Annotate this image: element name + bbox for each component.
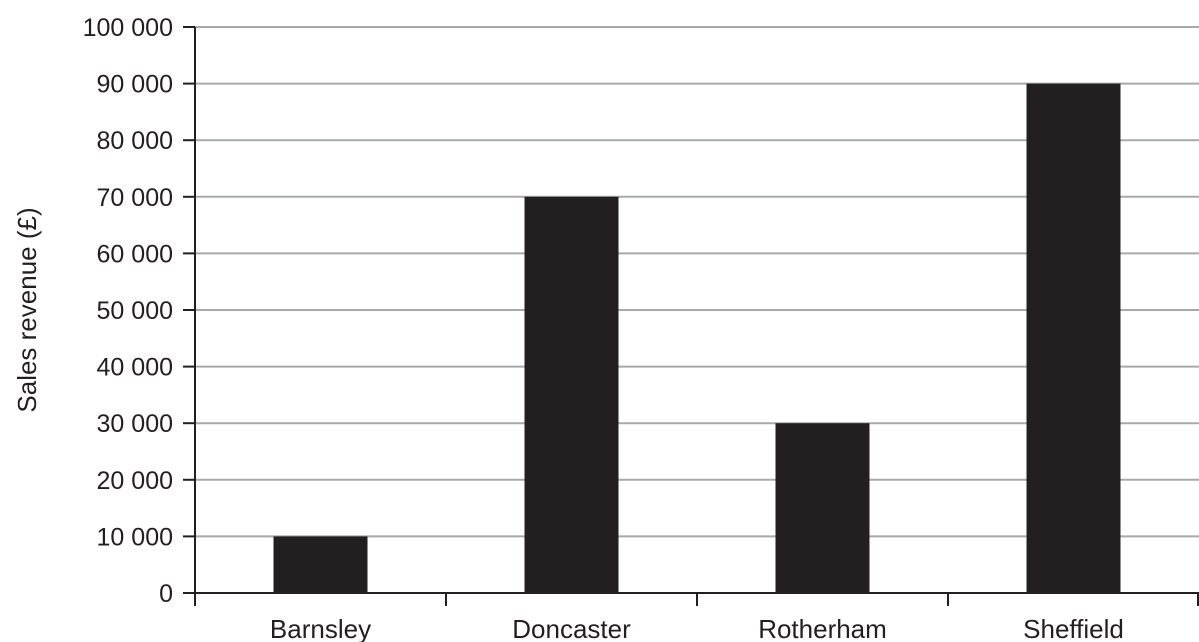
y-tick-labels: 0 10 000 20 000 30 000 40 000 50 000 60 000 70 … <box>83 14 173 608</box>
y-tick-label: 90 000 <box>97 71 173 99</box>
y-tick-label: 60 000 <box>97 240 173 268</box>
y-tick-label: 100 000 <box>83 14 173 42</box>
x-tick-labels: Barnsley Doncaster Rotherham Sheffield <box>270 614 1124 642</box>
y-axis-title: Sales revenue (£) <box>12 207 42 412</box>
y-tick-label: 40 000 <box>97 354 173 382</box>
y-tick-label: 0 <box>159 580 173 608</box>
y-tick-label: 50 000 <box>97 297 173 325</box>
bars <box>273 83 1121 594</box>
y-tick-label: 30 000 <box>97 410 173 438</box>
gridlines <box>195 26 1199 538</box>
x-tick-label: Barnsley <box>270 614 371 642</box>
y-tick-label: 10 000 <box>97 523 173 551</box>
y-tick-label: 80 000 <box>97 127 173 155</box>
bar-doncaster <box>524 196 619 594</box>
y-tick-label: 20 000 <box>97 467 173 495</box>
bar-rotherham <box>775 423 870 593</box>
x-tick-label: Rotherham <box>758 614 887 642</box>
bar-barnsley <box>273 536 368 593</box>
y-tick-label: 70 000 <box>97 184 173 212</box>
axes <box>183 26 1199 606</box>
x-tick-label: Doncaster <box>512 614 631 642</box>
x-tick-label: Sheffield <box>1023 614 1124 642</box>
bar-sheffield <box>1026 83 1121 593</box>
